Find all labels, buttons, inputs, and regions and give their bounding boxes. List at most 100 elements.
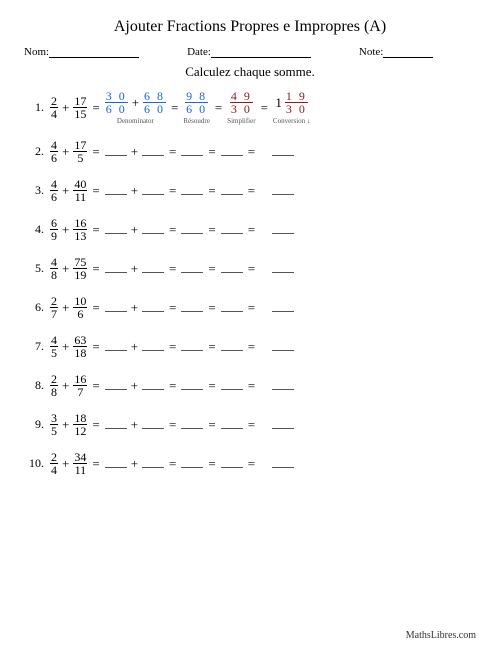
problem-row: 5.48+7519=+===	[24, 256, 476, 281]
equals-sign: =	[92, 222, 99, 238]
answer-blank[interactable]	[142, 226, 164, 234]
answer-blank[interactable]	[181, 460, 203, 468]
equals-sign: =	[92, 300, 99, 316]
answer-blank[interactable]	[105, 304, 127, 312]
footer-credit: MathsLibres.com	[406, 630, 476, 641]
answer-blank[interactable]	[142, 148, 164, 156]
answer-blank[interactable]	[272, 187, 294, 195]
problem-row: 8.28+167=+===	[24, 373, 476, 398]
problem-row: 3.46+4011=+===	[24, 178, 476, 203]
fraction-2: 6318	[73, 334, 87, 359]
fraction-1: 46	[50, 139, 58, 164]
answer-blank[interactable]	[142, 343, 164, 351]
answer-blank[interactable]	[142, 265, 164, 273]
answer-blank[interactable]	[105, 265, 127, 273]
score-field: Note:	[359, 46, 433, 58]
answer-blank[interactable]	[221, 148, 243, 156]
answer-blank[interactable]	[105, 460, 127, 468]
equals-sign: =	[92, 456, 99, 472]
date-blank[interactable]	[211, 47, 311, 58]
answer-blank[interactable]	[181, 148, 203, 156]
answer-blank[interactable]	[142, 421, 164, 429]
equals-sign: =	[92, 378, 99, 394]
fraction-1: 28	[50, 373, 58, 398]
name-blank[interactable]	[49, 47, 139, 58]
answer-blank[interactable]	[221, 187, 243, 195]
worksheet-page: Ajouter Fractions Propres e Impropres (A…	[0, 0, 500, 647]
fraction-1: 2 4	[50, 95, 58, 120]
plus-sign: +	[62, 144, 69, 160]
fraction-2: 106	[73, 295, 87, 320]
answer-blank[interactable]	[142, 187, 164, 195]
answer-blank[interactable]	[181, 304, 203, 312]
header-line: Nom: Date: Note:	[24, 46, 476, 58]
equals-sign: =	[92, 417, 99, 433]
answer-blank[interactable]	[221, 460, 243, 468]
answer-blank[interactable]	[181, 187, 203, 195]
plus-sign: +	[62, 261, 69, 277]
problem-row: 2.46+175=+===	[24, 139, 476, 164]
plus-sign: +	[62, 378, 69, 394]
answer-blank[interactable]	[272, 343, 294, 351]
problem-number: 8.	[24, 378, 44, 393]
answer-blank[interactable]	[105, 421, 127, 429]
answer-blank[interactable]	[105, 226, 127, 234]
problem-number: 6.	[24, 300, 44, 315]
problem-row: 9.35+1812=+===	[24, 412, 476, 437]
answer-blank[interactable]	[221, 421, 243, 429]
answer-blank[interactable]	[272, 304, 294, 312]
name-label: Nom:	[24, 46, 49, 58]
answer-blank[interactable]	[221, 343, 243, 351]
date-field: Date:	[187, 46, 311, 58]
equals-sign: =	[92, 183, 99, 199]
answer-blank[interactable]	[142, 460, 164, 468]
plus-sign: +	[62, 417, 69, 433]
plus-sign: +	[62, 100, 69, 116]
answer-blank[interactable]	[221, 265, 243, 273]
fraction-1: 35	[50, 412, 58, 437]
equals-sign: =	[92, 261, 99, 277]
answer-blank[interactable]	[181, 343, 203, 351]
fraction-1: 46	[50, 178, 58, 203]
answer-blank[interactable]	[142, 304, 164, 312]
equals-sign: =	[92, 339, 99, 355]
fraction-2: 3411	[73, 451, 87, 476]
fraction-1: 24	[50, 451, 58, 476]
answer-blank[interactable]	[181, 226, 203, 234]
fraction-2: 7519	[73, 256, 87, 281]
answer-blank[interactable]	[142, 382, 164, 390]
step1b-fraction: 6 8 6 0	[143, 90, 166, 115]
fraction-2: 1613	[73, 217, 87, 242]
problem-number: 1.	[24, 100, 44, 115]
answer-blank[interactable]	[272, 226, 294, 234]
answer-blank[interactable]	[272, 148, 294, 156]
problem-row: 4.69+1613=+===	[24, 217, 476, 242]
fraction-2: 17 15	[73, 95, 87, 120]
answer-blank[interactable]	[105, 148, 127, 156]
problem-number: 7.	[24, 339, 44, 354]
problem-row-example: 1. 2 4 + 17 15 = 3 0 6 0	[24, 90, 476, 125]
instructions: Calculez chaque somme.	[24, 64, 476, 80]
problem-row: 10.24+3411=+===	[24, 451, 476, 476]
problem-number: 5.	[24, 261, 44, 276]
answer-blank[interactable]	[181, 265, 203, 273]
mixed-whole: 1	[275, 95, 282, 111]
answer-blank[interactable]	[221, 382, 243, 390]
answer-blank[interactable]	[221, 304, 243, 312]
score-label: Note:	[359, 46, 383, 58]
problem-number: 10.	[24, 456, 44, 471]
answer-blank[interactable]	[181, 382, 203, 390]
answer-blank[interactable]	[272, 265, 294, 273]
answer-blank[interactable]	[272, 382, 294, 390]
answer-blank[interactable]	[221, 226, 243, 234]
problem-number: 4.	[24, 222, 44, 237]
answer-blank[interactable]	[105, 187, 127, 195]
answer-blank[interactable]	[105, 382, 127, 390]
score-blank[interactable]	[383, 47, 433, 58]
problem-row: 7.45+6318=+===	[24, 334, 476, 359]
answer-blank[interactable]	[105, 343, 127, 351]
answer-blank[interactable]	[272, 421, 294, 429]
answer-blank[interactable]	[272, 460, 294, 468]
date-label: Date:	[187, 46, 211, 58]
answer-blank[interactable]	[181, 421, 203, 429]
